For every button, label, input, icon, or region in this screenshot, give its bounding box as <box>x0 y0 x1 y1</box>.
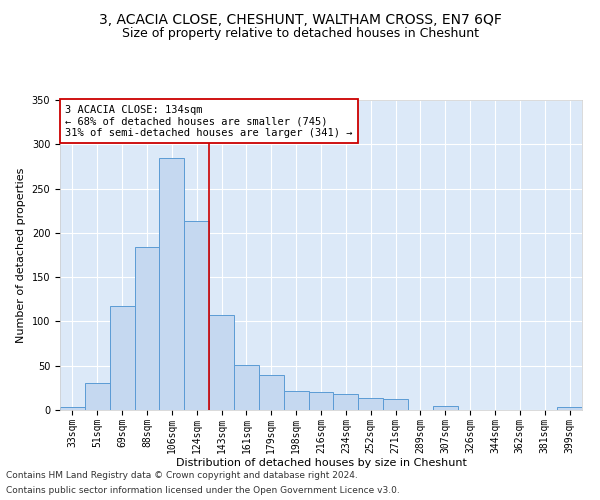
Bar <box>259 374 284 410</box>
Bar <box>134 247 160 410</box>
Bar <box>557 408 582 410</box>
Text: 3, ACACIA CLOSE, CHESHUNT, WALTHAM CROSS, EN7 6QF: 3, ACACIA CLOSE, CHESHUNT, WALTHAM CROSS… <box>98 12 502 26</box>
Bar <box>234 365 259 410</box>
Bar <box>85 384 110 410</box>
Text: Size of property relative to detached houses in Cheshunt: Size of property relative to detached ho… <box>121 28 479 40</box>
Y-axis label: Number of detached properties: Number of detached properties <box>16 168 26 342</box>
Bar <box>284 392 308 410</box>
Bar <box>209 315 234 410</box>
Bar <box>160 158 184 410</box>
Bar <box>308 392 334 410</box>
Bar <box>383 400 408 410</box>
Text: Contains public sector information licensed under the Open Government Licence v3: Contains public sector information licen… <box>6 486 400 495</box>
Bar <box>334 394 358 410</box>
Bar <box>60 408 85 410</box>
Bar <box>110 306 134 410</box>
Bar <box>358 398 383 410</box>
Text: 3 ACACIA CLOSE: 134sqm
← 68% of detached houses are smaller (745)
31% of semi-de: 3 ACACIA CLOSE: 134sqm ← 68% of detached… <box>65 104 353 138</box>
Text: Contains HM Land Registry data © Crown copyright and database right 2024.: Contains HM Land Registry data © Crown c… <box>6 471 358 480</box>
Bar <box>184 222 209 410</box>
Bar <box>433 406 458 410</box>
X-axis label: Distribution of detached houses by size in Cheshunt: Distribution of detached houses by size … <box>176 458 466 468</box>
